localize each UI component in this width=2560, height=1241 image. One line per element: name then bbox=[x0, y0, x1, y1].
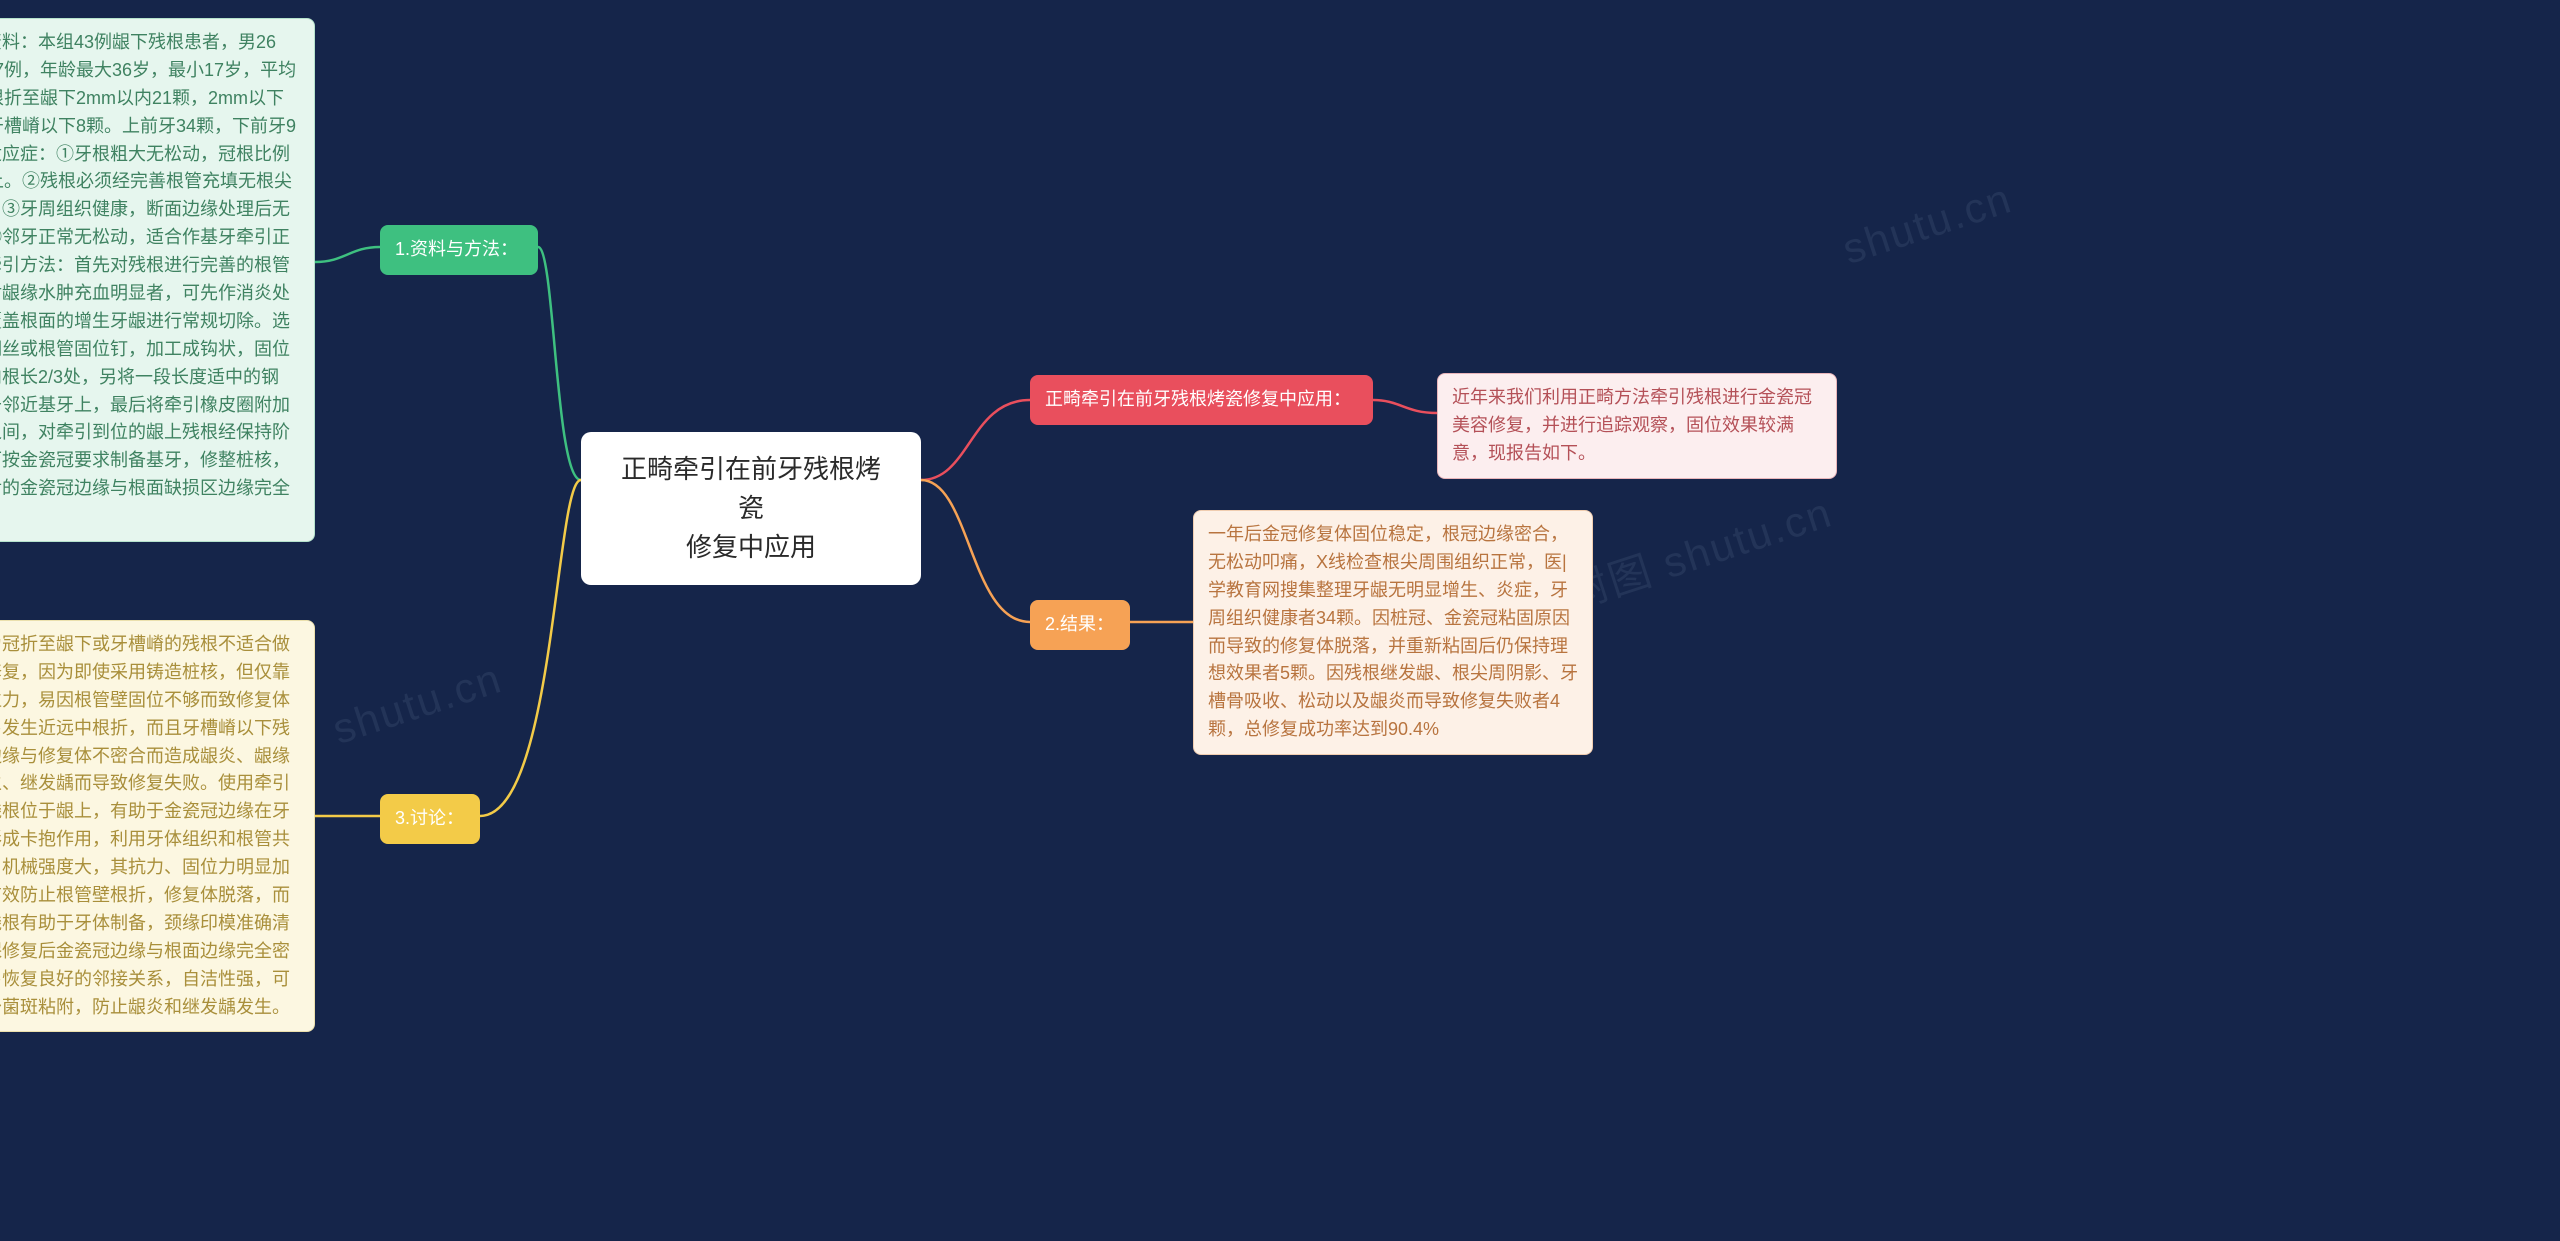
edge-center-method bbox=[538, 247, 581, 480]
edge-center-intro bbox=[921, 400, 1030, 480]
node-method-label[interactable]: 1.资料与方法： bbox=[380, 225, 538, 275]
watermark: 树图 shutu.cn bbox=[1557, 479, 1839, 622]
edge-method-detail bbox=[315, 247, 380, 262]
center-topic[interactable]: 正畸牵引在前牙残根烤瓷修复中应用 bbox=[581, 432, 921, 585]
node-intro-detail[interactable]: 近年来我们利用正畸方法牵引残根进行金瓷冠美容修复，并进行追踪观察，固位效果较满意… bbox=[1437, 373, 1837, 479]
watermark: shutu.cn bbox=[1837, 174, 2018, 274]
node-result-detail[interactable]: 一年后金冠修复体固位稳定，根冠边缘密合，无松动叩痛，X线检查根尖周围组织正常，医… bbox=[1193, 510, 1593, 755]
edge-center-result bbox=[921, 480, 1030, 622]
node-intro-label[interactable]: 正畸牵引在前牙残根烤瓷修复中应用： bbox=[1030, 375, 1373, 425]
node-method-detail[interactable]: ⑴临床资料：本组43例龈下残根患者，男26例，女17例，年龄最大36岁，最小17… bbox=[0, 18, 315, 542]
edge-intro-detail bbox=[1373, 400, 1437, 413]
watermark: shutu.cn bbox=[327, 654, 508, 754]
node-discuss-label[interactable]: 3.讨论： bbox=[380, 794, 480, 844]
node-discuss-detail[interactable]: 一般认为冠折至龈下或牙槽嵴的残根不适合做金瓷冠修复，因为即使采用铸造桩核，但仅靠… bbox=[0, 620, 315, 1032]
edge-center-discuss bbox=[480, 480, 581, 816]
node-result-label[interactable]: 2.结果： bbox=[1030, 600, 1130, 650]
